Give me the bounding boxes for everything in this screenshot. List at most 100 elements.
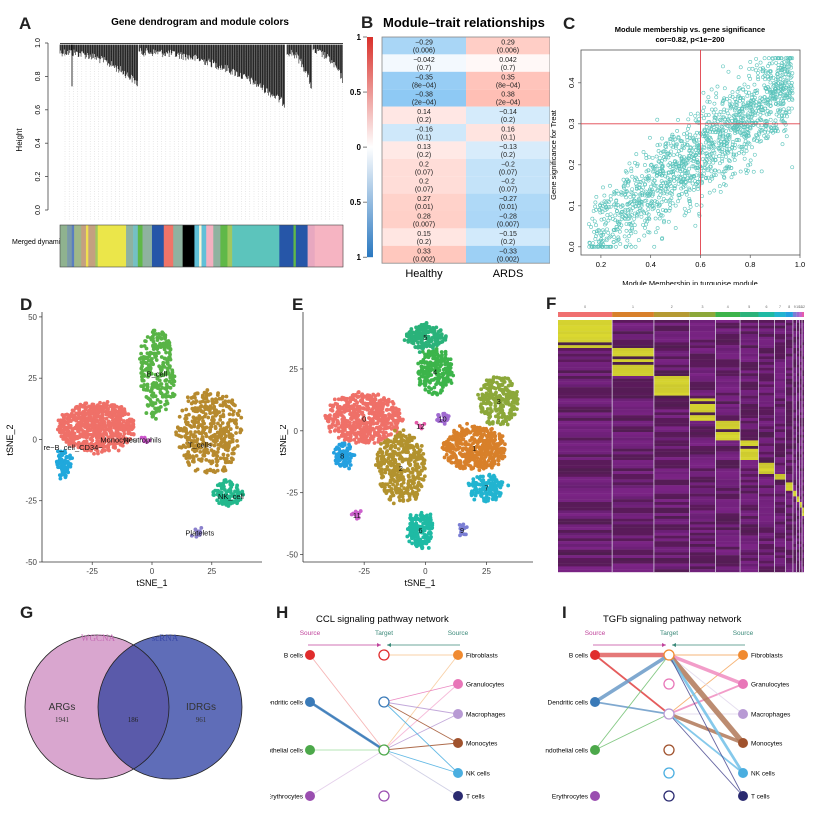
scatter-point [688, 132, 692, 137]
cell-point [348, 426, 352, 431]
scatter-point [692, 145, 697, 150]
scatter-point [664, 181, 668, 186]
cell-point [446, 437, 451, 442]
cell-point [57, 473, 62, 477]
cell-point [101, 436, 106, 441]
module-color-segment [227, 225, 233, 267]
scatter-point [599, 244, 604, 249]
scatter-point [773, 56, 778, 61]
cell-point [98, 433, 103, 437]
panel-c-xlabel: Module Membership in turquoise module [622, 279, 758, 285]
scatter-point [702, 116, 706, 121]
cell-point [110, 418, 115, 423]
scatter-point [754, 68, 758, 73]
cell-point [190, 406, 195, 411]
scatter-point [709, 151, 714, 156]
cell-point [191, 415, 196, 420]
cell-point [231, 402, 236, 407]
cell-correlation: 0.2 [419, 161, 429, 168]
cell-point [386, 399, 391, 404]
scatter-point [652, 206, 656, 210]
cell-point [231, 447, 235, 452]
cell-correlation: −0.29 [415, 40, 433, 47]
scatter-point [778, 77, 783, 82]
cell-point [86, 412, 91, 416]
cell-pvalue: (8e−04) [496, 82, 520, 89]
scatter-point [699, 174, 704, 178]
scatter-point [601, 244, 605, 249]
cell-point [353, 431, 357, 436]
cell-point [241, 492, 246, 497]
cell-point [197, 442, 202, 447]
scatter-point [717, 141, 722, 146]
cell-point [461, 466, 466, 471]
scatter-point [734, 102, 738, 107]
cell-point [386, 421, 391, 425]
module-color-segment [232, 225, 280, 267]
heatmap-cell [382, 211, 466, 229]
cell-point [477, 437, 482, 442]
cell-point [164, 399, 169, 404]
scatter-point [633, 178, 637, 183]
cell-point [385, 425, 390, 430]
cell-point [231, 492, 235, 497]
cell-point [215, 468, 220, 473]
scatter-point [646, 173, 651, 178]
scatter-point [706, 175, 710, 180]
cell-point [395, 412, 400, 417]
scatter-point [757, 104, 762, 109]
cell-point [498, 454, 502, 459]
heatmap-cell [382, 71, 466, 90]
scatter-point [715, 84, 720, 89]
scatter-point [733, 99, 738, 104]
cell-point [193, 406, 198, 411]
scatter-point [770, 56, 775, 61]
scatter-point [778, 94, 782, 99]
cell-point [102, 439, 106, 444]
cell-point [170, 377, 175, 382]
module-color-segment [201, 225, 207, 267]
scatter-point [718, 161, 722, 166]
scatter-point [789, 56, 793, 61]
scatter-point [703, 113, 708, 117]
scatter-point [743, 114, 748, 119]
cell-correlation: 0.28 [417, 214, 431, 221]
scatter-point [626, 211, 631, 216]
scatter-point [597, 228, 602, 233]
scatter-point [673, 137, 678, 142]
scatter-point [660, 213, 665, 218]
scatter-point [740, 144, 745, 149]
scatter-point [691, 187, 696, 192]
cell-point [450, 437, 455, 442]
cell-point [142, 344, 147, 348]
scatter-point [676, 199, 680, 204]
cell-point [203, 412, 208, 417]
panel-label-g: G [20, 603, 34, 622]
cell-correlation: 0.16 [501, 127, 515, 134]
heatmap-cell [382, 54, 466, 72]
cell-point [231, 412, 235, 417]
cell-point [119, 404, 124, 409]
scatter-point [601, 185, 605, 190]
cell-point [366, 406, 370, 410]
cell-point [228, 427, 233, 431]
cell-point [184, 407, 189, 412]
cell-point [212, 443, 217, 448]
cell-point [206, 399, 210, 404]
cell-point [156, 383, 161, 388]
cell-point [223, 478, 228, 482]
column-label: ARDS [493, 268, 524, 280]
cell-point [219, 440, 224, 445]
cell-point [330, 408, 335, 413]
cell-point [362, 406, 367, 411]
scatter-point [717, 154, 722, 158]
cell-point [339, 423, 344, 428]
scatter-point [625, 177, 630, 182]
cell-point [336, 397, 341, 402]
scatter-point [757, 139, 762, 144]
scatter-point [736, 113, 741, 117]
cell-point [219, 490, 224, 495]
scatter-point [773, 125, 778, 130]
scatter-point [783, 92, 787, 97]
cell-point [395, 482, 400, 487]
